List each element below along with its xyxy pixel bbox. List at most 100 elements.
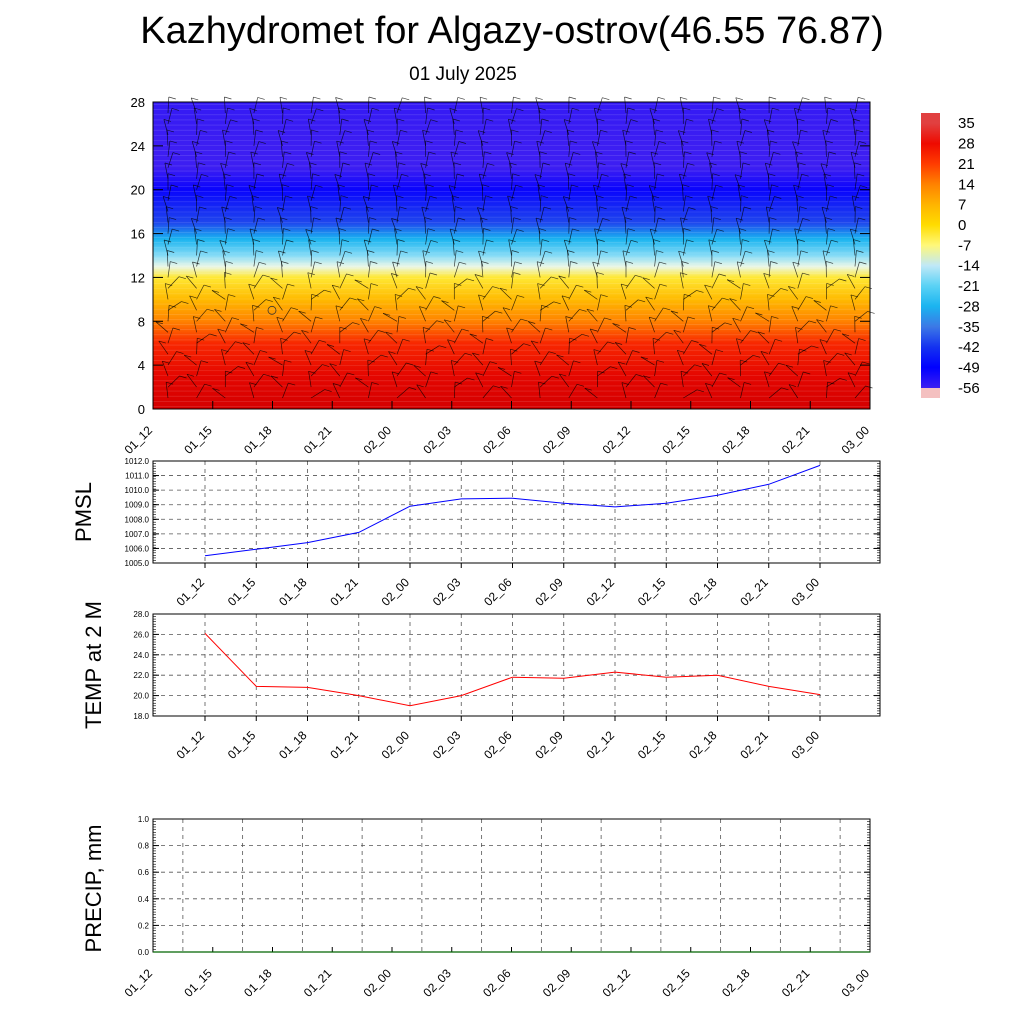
wind-barb-flag [796, 195, 804, 199]
wind-barb [597, 341, 608, 355]
wind-barb-flag [290, 307, 299, 311]
x-tick-label: 02_12 [600, 966, 634, 1000]
wind-barb-flag [249, 382, 257, 386]
wind-barb [196, 174, 202, 190]
wind-barb [568, 261, 571, 278]
wind-barb-flag [600, 294, 608, 298]
wind-barb-flag [383, 312, 391, 316]
wind-barb-flag [168, 96, 176, 100]
x-tick-label: 02_18 [719, 966, 753, 1000]
wind-barb-flag [771, 316, 779, 319]
wind-barb-flag [862, 361, 870, 365]
wind-barb [854, 97, 859, 114]
wind-barb-flag [257, 217, 266, 221]
wind-barb [167, 375, 180, 388]
wind-barb [682, 239, 687, 256]
wind-barb [597, 366, 611, 377]
wind-barb [824, 217, 827, 234]
wind-barb-flag [780, 288, 788, 291]
wind-barb-flag [686, 118, 694, 122]
wind-barb [368, 354, 382, 366]
wind-barb [453, 141, 460, 157]
wind-barb-flag [680, 217, 688, 221]
wind-barb-flag [535, 217, 544, 221]
wind-barb [162, 196, 169, 212]
wind-barb-flag [743, 283, 751, 286]
wind-barb [368, 382, 373, 399]
wind-barb-flag [850, 228, 858, 232]
wind-barb-flag [482, 184, 490, 188]
wind-barb-flag [371, 382, 379, 385]
wind-barb-flag [805, 296, 814, 299]
wind-barb-flag [715, 349, 724, 353]
wind-barb [396, 162, 399, 179]
wind-barb [253, 141, 260, 157]
wind-barb [196, 360, 202, 377]
wind-barb-flag [811, 345, 819, 349]
wind-barb-flag [229, 195, 237, 199]
wind-barb [706, 152, 713, 168]
wind-barb [701, 363, 713, 377]
wind-barb-flag [687, 316, 695, 320]
wind-barb [224, 272, 226, 289]
wind-barb [425, 240, 432, 256]
wind-barb-flag [856, 250, 864, 253]
wind-barb [708, 239, 713, 256]
wind-barb [595, 151, 598, 168]
wind-barb-flag [742, 162, 751, 166]
wind-barb-flag [678, 250, 686, 254]
wind-barb-flag [624, 96, 632, 100]
wind-barb-flag [793, 184, 801, 188]
wind-barb [332, 383, 341, 399]
wind-barb-flag [199, 206, 207, 210]
wind-barb-flag [508, 239, 516, 243]
wind-barb [612, 323, 627, 333]
wind-barb-flag [853, 118, 861, 122]
wind-barb [793, 185, 799, 201]
y-tick-label: 20 [131, 183, 145, 198]
wind-barb-flag [590, 328, 598, 332]
wind-barb [278, 250, 283, 267]
wind-barb-flag [270, 277, 278, 281]
wind-barb [277, 130, 283, 146]
wind-barb-flag [513, 217, 521, 221]
wind-barb [617, 361, 627, 377]
wind-barb [852, 118, 856, 135]
wind-barb-flag [622, 129, 630, 133]
wind-barb-flag [449, 108, 457, 111]
wind-barb-flag [284, 359, 292, 363]
wind-barb-flag [626, 184, 634, 188]
wind-barb-flag [166, 129, 174, 133]
wind-barb [511, 371, 515, 388]
wind-barb-flag [286, 239, 294, 243]
wind-barb-flag [834, 328, 842, 332]
wind-barb [368, 283, 372, 300]
wind-barb [510, 349, 512, 366]
colorbar-label: 28 [958, 136, 975, 153]
wind-barb-flag [458, 141, 466, 144]
wind-barb-flag [225, 140, 233, 144]
wind-barb [339, 349, 344, 366]
wind-barb [310, 185, 316, 201]
wind-barb-flag [621, 382, 629, 385]
x-tick-label: 02_21 [779, 966, 813, 1000]
wind-barb-flag [542, 162, 550, 166]
wind-barb-flag [627, 107, 635, 111]
wind-barb [482, 119, 487, 135]
wind-barb [682, 340, 692, 355]
wind-barb-flag [223, 173, 231, 177]
x-tick-label: 02_06 [481, 575, 515, 609]
wind-barb-flag [221, 206, 229, 210]
wind-barb [854, 129, 857, 146]
wind-barb [740, 251, 746, 267]
wind-barb-flag [467, 377, 475, 381]
wind-barb [737, 184, 741, 201]
wind-barb [788, 384, 799, 399]
wind-barb [270, 375, 283, 388]
wind-barb [649, 108, 655, 125]
wind-barb-flag [260, 350, 268, 353]
wind-barb-flag [540, 195, 549, 199]
wind-barb [736, 261, 741, 278]
wind-barb [276, 317, 283, 333]
wind-barb-flag [203, 284, 211, 288]
